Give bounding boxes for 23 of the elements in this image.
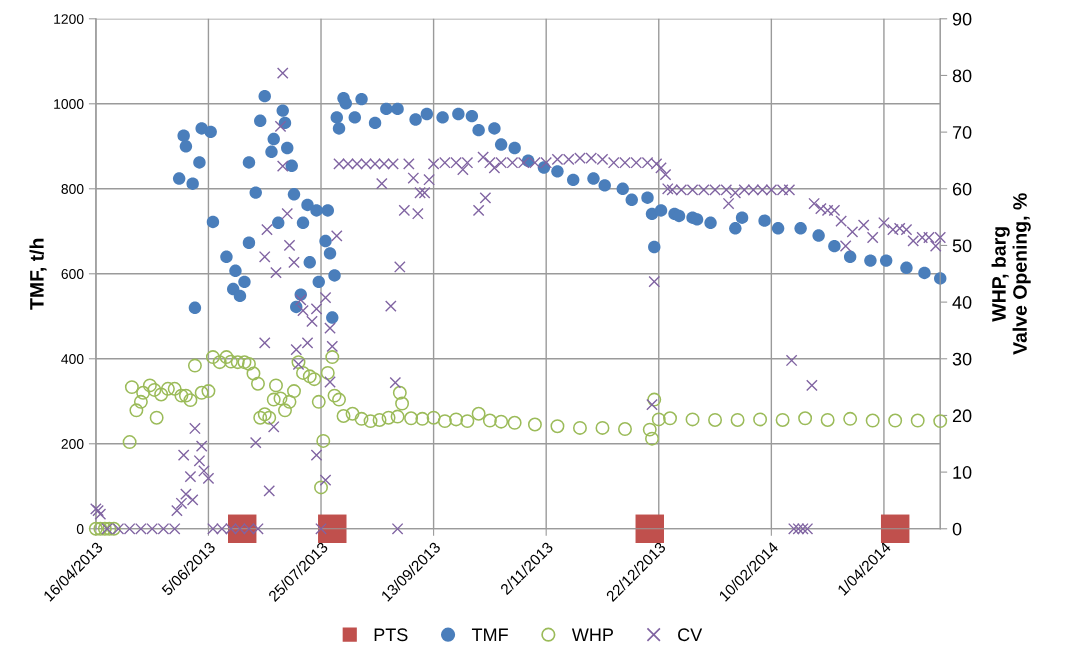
legend-label: CV <box>678 628 703 642</box>
y2-tick-label: 10 <box>953 466 972 479</box>
y-tick-label: 1000 <box>54 99 84 109</box>
y2-tick-label: 30 <box>952 352 972 366</box>
y2-tick-label: 70 <box>952 126 972 139</box>
y-tick-label: 800 <box>61 184 84 194</box>
y-tick-label: 200 <box>61 439 84 449</box>
y2-tick-label: 50 <box>952 239 972 253</box>
legend-label: TMF <box>471 628 508 641</box>
legend-label: WHP <box>571 628 613 641</box>
legend-label: PTS <box>374 628 408 642</box>
y-tick-label: 1200 <box>54 14 84 24</box>
y2-tick-label: 20 <box>952 409 972 423</box>
y-tick-label: 400 <box>61 354 84 364</box>
y-tick-label: 0 <box>76 524 84 534</box>
y2-tick-label: 0 <box>952 522 962 536</box>
y2-tick-label: 80 <box>952 69 972 83</box>
y-tick-label: 600 <box>61 269 84 279</box>
y2-tick-label: 90 <box>952 12 972 26</box>
y2-tick-label: 60 <box>952 182 972 196</box>
y2-axis-title: WHP, barg Valve Opening, % <box>991 193 1031 355</box>
y2-tick-label: 40 <box>952 296 972 309</box>
y-axis-title: TMF, t/h <box>29 238 47 310</box>
